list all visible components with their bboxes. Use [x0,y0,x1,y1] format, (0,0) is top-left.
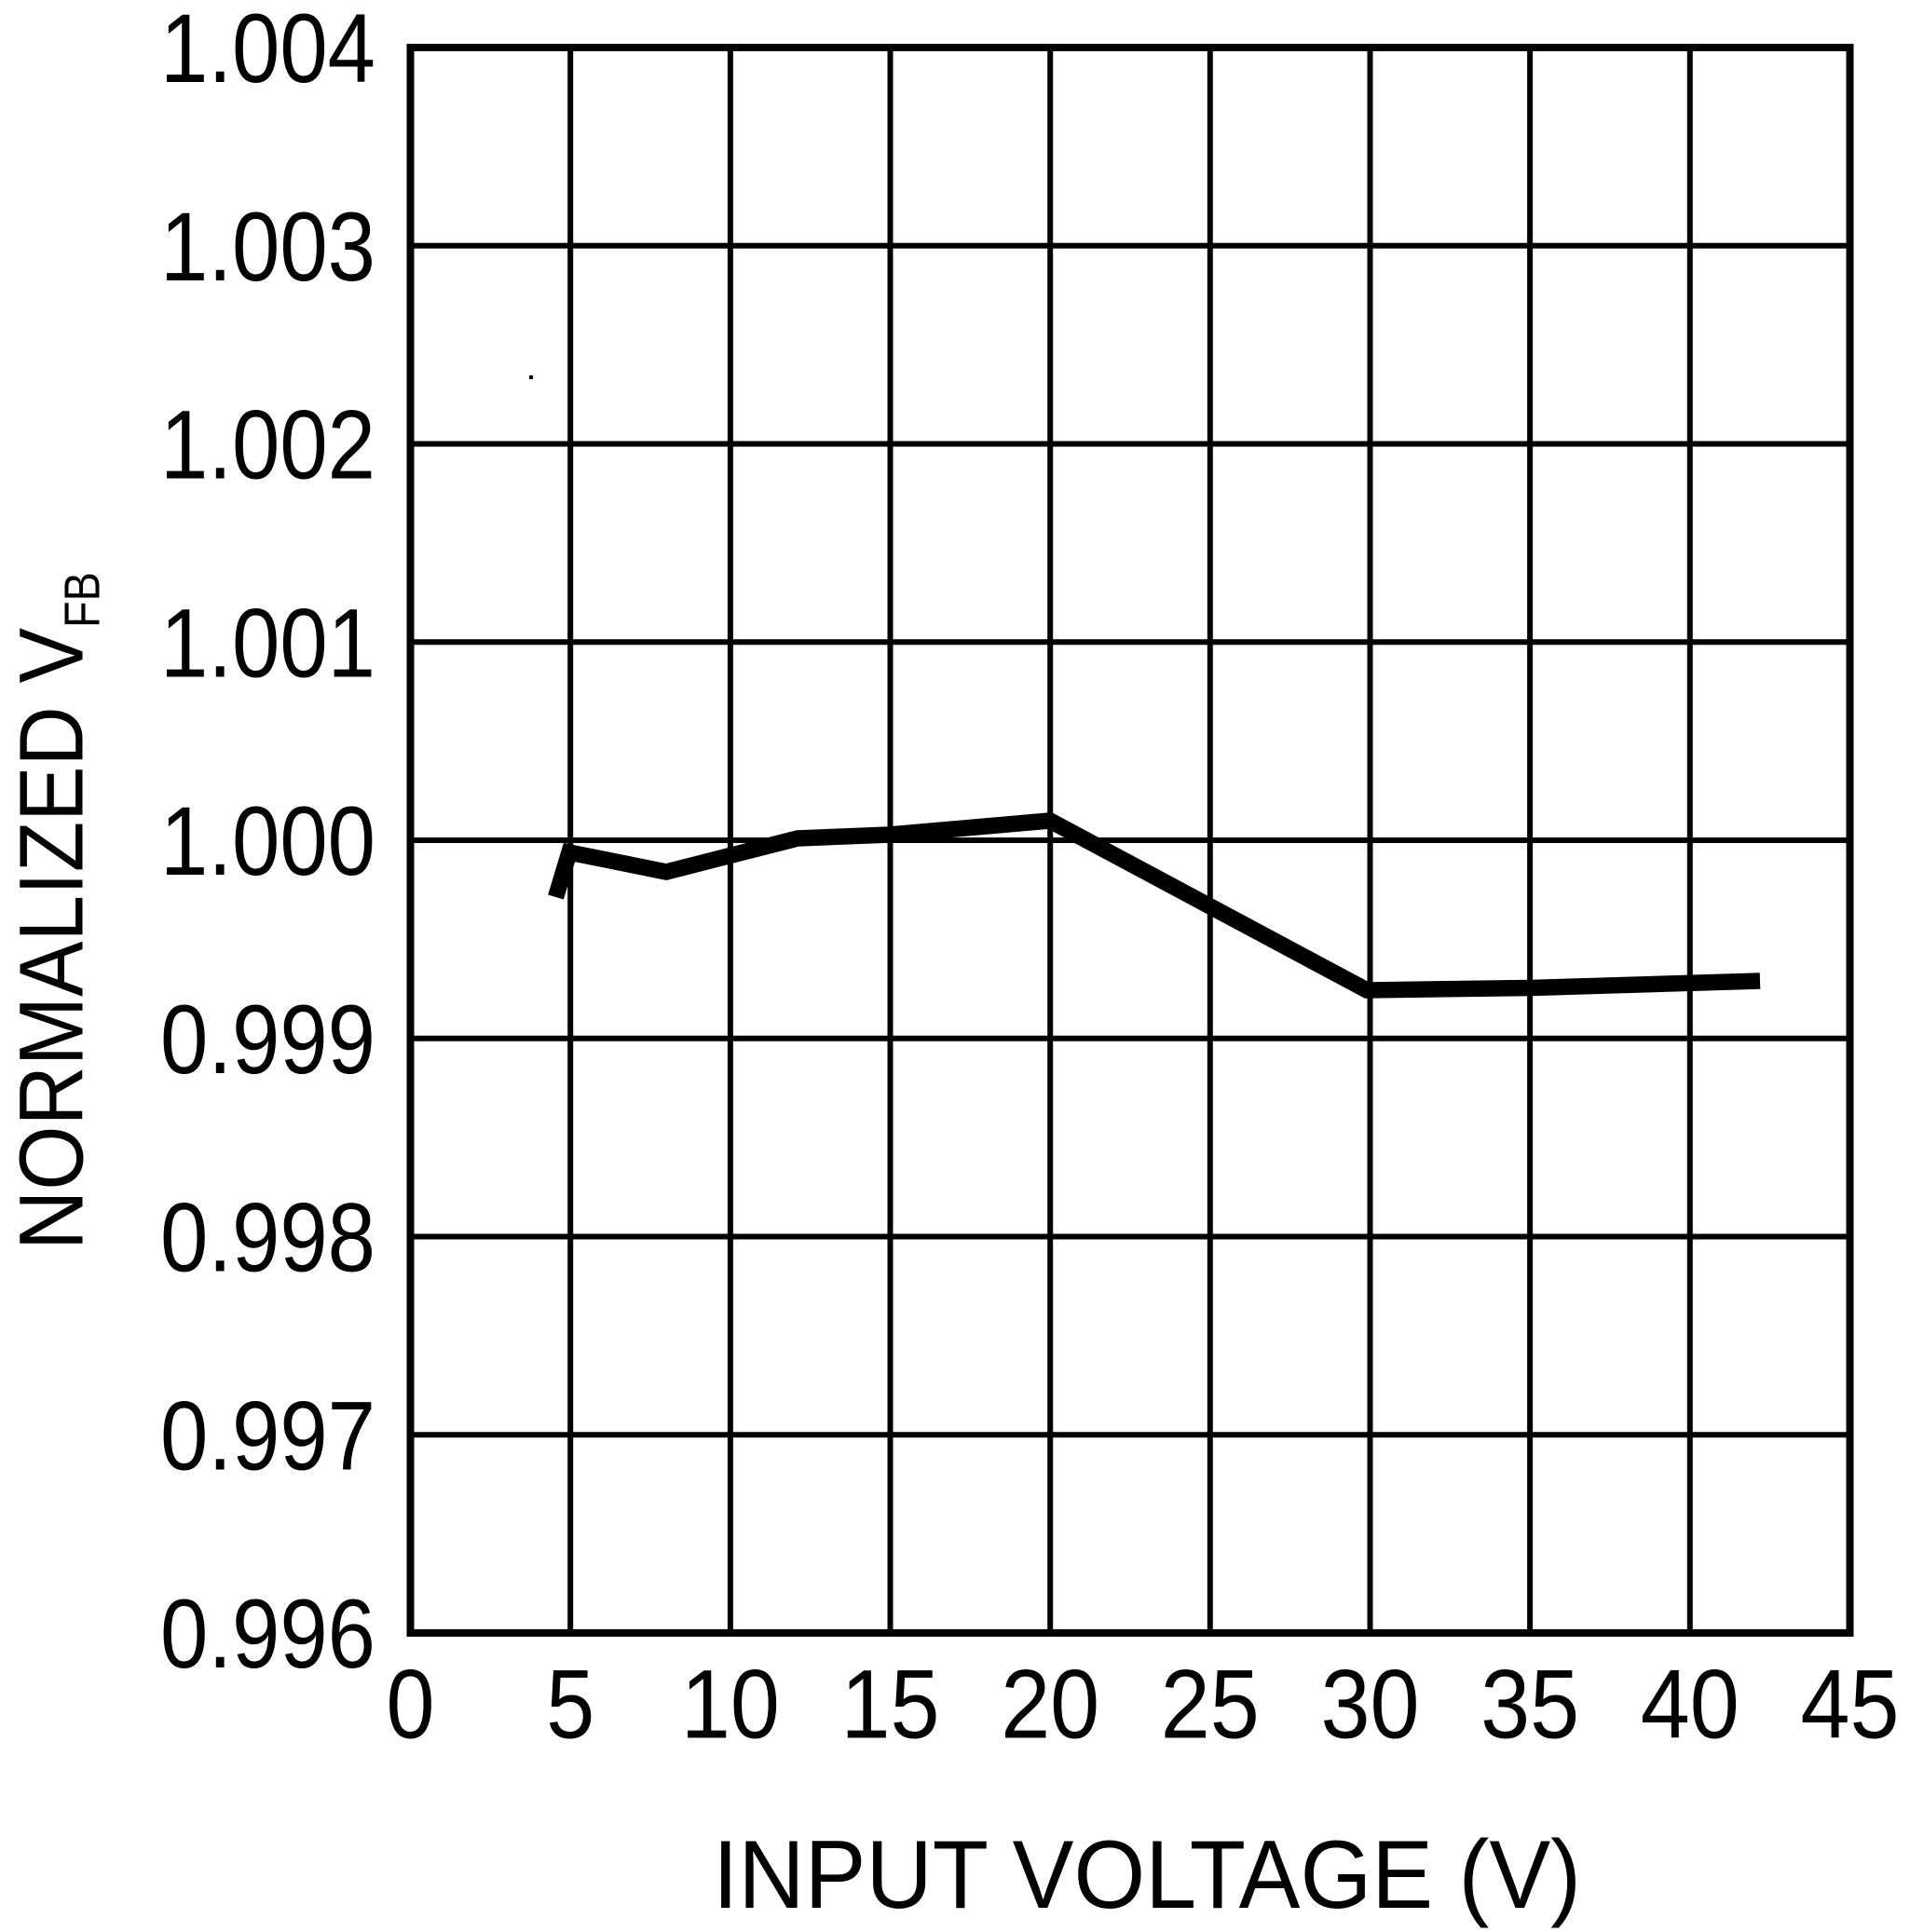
svg-text:45: 45 [1801,1651,1900,1760]
svg-text:1.001: 1.001 [160,589,375,698]
svg-text:0.997: 0.997 [160,1381,375,1490]
svg-text:35: 35 [1480,1651,1579,1760]
svg-text:0.999: 0.999 [160,986,375,1095]
svg-text:15: 15 [841,1651,940,1760]
svg-text:1.003: 1.003 [160,193,375,302]
svg-text:30: 30 [1321,1651,1420,1760]
svg-text:20: 20 [1001,1651,1099,1760]
svg-text:1.004: 1.004 [160,0,375,103]
svg-text:NORMALIZED VFB: NORMALIZED VFB [1,572,111,1250]
svg-text:25: 25 [1161,1651,1260,1760]
svg-text:0: 0 [387,1651,435,1760]
svg-text:40: 40 [1641,1651,1739,1760]
svg-text:10: 10 [681,1651,780,1760]
svg-text:1.002: 1.002 [160,391,375,500]
svg-text:5: 5 [546,1651,594,1760]
svg-text:0.996: 0.996 [160,1580,375,1689]
svg-text:INPUT VOLTAGE (V): INPUT VOLTAGE (V) [713,1821,1581,1929]
svg-text:0.998: 0.998 [160,1184,375,1293]
svg-text:1.000: 1.000 [160,787,375,896]
